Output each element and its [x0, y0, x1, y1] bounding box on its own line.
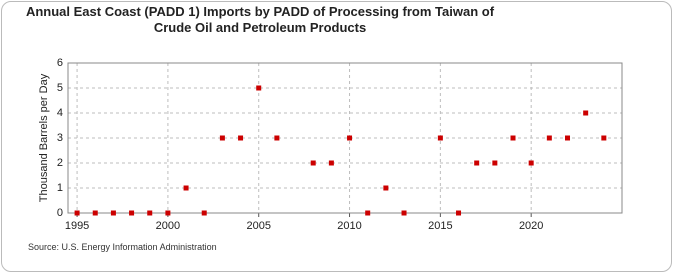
chart-title: Annual East Coast (PADD 1) Imports by PA…: [25, 4, 495, 35]
y-tick-label: 6: [57, 57, 63, 69]
y-tick-label: 5: [57, 82, 63, 94]
plot-border: [67, 62, 623, 214]
point: [129, 210, 135, 216]
point: [310, 160, 316, 166]
point: [583, 110, 589, 116]
point: [110, 210, 116, 216]
point: [546, 135, 552, 141]
point: [92, 210, 98, 216]
point: [401, 210, 407, 216]
point: [565, 135, 571, 141]
x-tick-label: 2000: [156, 220, 180, 232]
point: [256, 85, 262, 91]
point: [201, 210, 207, 216]
y-tick-label: 3: [57, 132, 63, 144]
point: [183, 185, 189, 191]
point: [274, 135, 280, 141]
point: [510, 135, 516, 141]
point: [147, 210, 153, 216]
y-axis-label: Thousand Barrels per Day: [38, 73, 50, 202]
y-tick-label: 4: [57, 107, 63, 119]
point: [219, 135, 225, 141]
y-tick-label: 1: [57, 182, 63, 194]
point: [456, 210, 462, 216]
point: [528, 160, 534, 166]
y-tick-label: 2: [57, 157, 63, 169]
point: [492, 160, 498, 166]
y-tick-label: 0: [57, 207, 63, 219]
source: Source: U.S. Energy Information Administ…: [28, 242, 217, 252]
point: [347, 135, 353, 141]
point: [74, 210, 80, 216]
point: [437, 135, 443, 141]
x-tick-label: 1995: [65, 220, 89, 232]
x-tick-label: 2020: [519, 220, 543, 232]
point: [383, 185, 389, 191]
point: [474, 160, 480, 166]
x-tick-label: 2015: [428, 220, 452, 232]
point: [238, 135, 244, 141]
point: [601, 135, 607, 141]
point: [365, 210, 371, 216]
frame: [1, 1, 672, 272]
x-tick-label: 2010: [337, 220, 361, 232]
x-tick-label: 2005: [246, 220, 270, 232]
point: [165, 210, 171, 216]
point: [328, 160, 334, 166]
